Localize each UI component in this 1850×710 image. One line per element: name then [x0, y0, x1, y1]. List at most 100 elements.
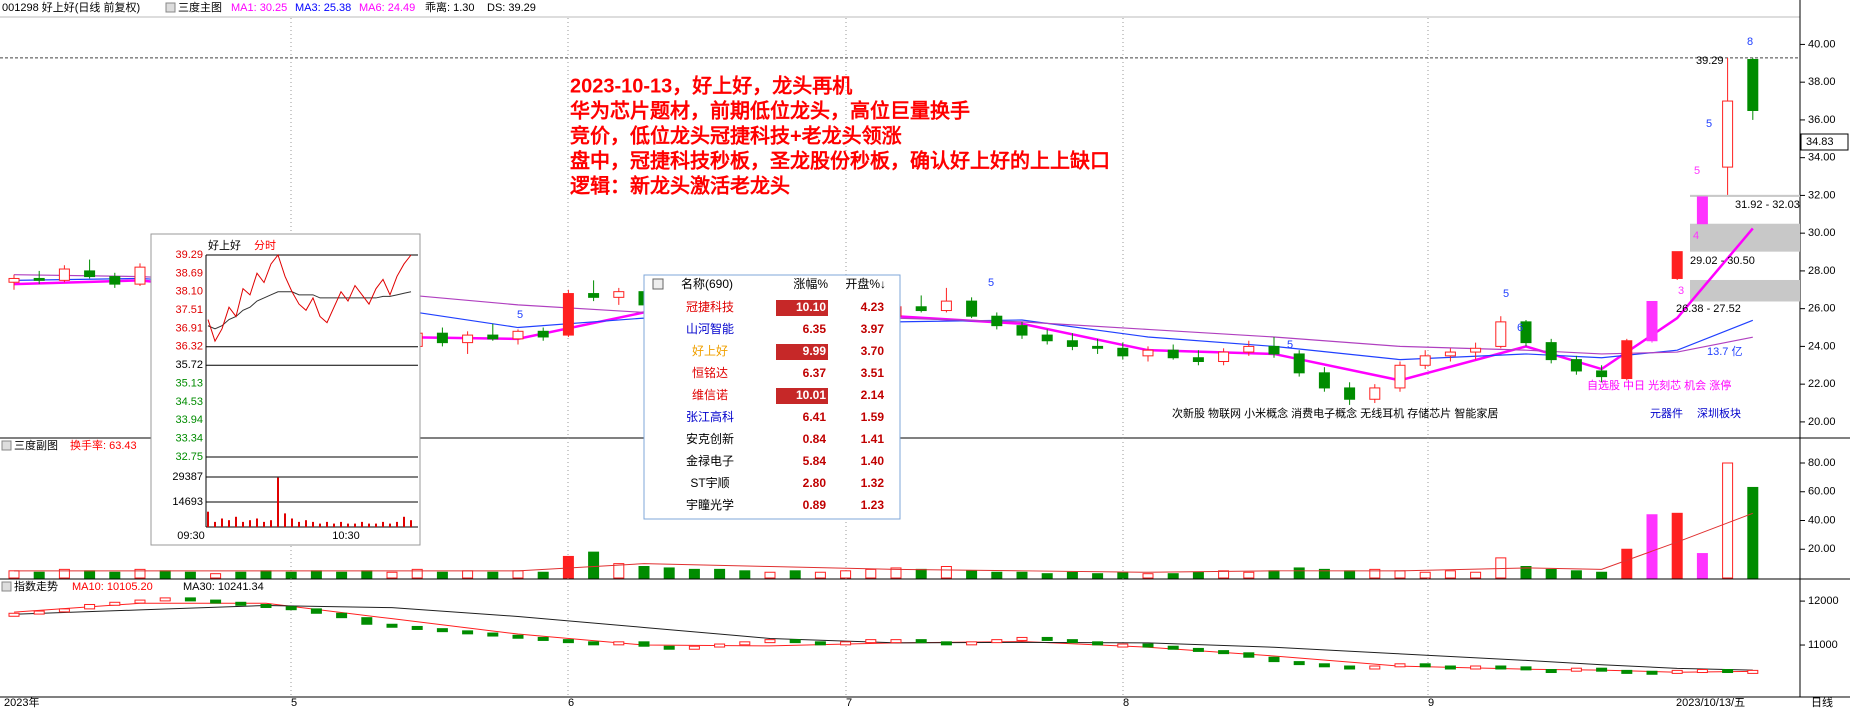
index-candle — [1520, 666, 1532, 671]
index-candle — [1066, 639, 1078, 644]
index-candle — [33, 610, 45, 615]
volume-bar — [1596, 571, 1608, 579]
candle-body — [462, 334, 474, 344]
menu-icon[interactable] — [165, 2, 176, 13]
y-tick-label: 26.00 — [1808, 303, 1836, 315]
candle-body — [1747, 59, 1759, 111]
candle-body — [436, 332, 448, 344]
index-candle — [210, 599, 222, 604]
index-candle — [1167, 645, 1179, 650]
inset-tick-label: 35.13 — [175, 377, 203, 389]
volume-bar — [184, 571, 196, 579]
sector-tag: 元器件 — [1650, 407, 1683, 420]
change-value: 10.10 — [796, 300, 826, 314]
change-value: 6.37 — [803, 366, 827, 380]
volume-bar — [1722, 462, 1734, 579]
candle-body — [1117, 347, 1129, 357]
change-value: 9.99 — [803, 344, 827, 358]
candle-body — [1722, 100, 1734, 168]
index-candle — [1218, 650, 1230, 655]
pattern-marker: 4 — [1693, 230, 1699, 242]
annotation-line: 2023-10-13，好上好，龙头再机 — [570, 73, 852, 97]
index-candle — [1344, 665, 1356, 670]
pattern-marker: 5 — [1287, 339, 1293, 351]
index-candle — [1696, 669, 1708, 674]
x-label: 2023年 — [4, 695, 39, 709]
index-candle — [436, 628, 448, 633]
inset-tick-label: 37.51 — [175, 304, 203, 316]
open-value: 3.70 — [861, 344, 885, 358]
annotation-line: 逻辑：新龙头激活老龙头 — [570, 173, 790, 197]
volume-bar — [840, 570, 852, 579]
inset-tick-label: 33.94 — [175, 414, 203, 426]
overlay-layer: 好上好 分时39.2938.6938.1037.5136.9136.3235.72… — [150, 233, 901, 546]
candle-body — [1570, 359, 1582, 372]
index-candle — [512, 634, 524, 639]
volume-bar — [1016, 571, 1028, 579]
open-value: 3.97 — [861, 322, 885, 336]
inset-tick-label: 32.75 — [175, 451, 203, 463]
candle-body — [1621, 340, 1633, 379]
inset-tick-label: 36.32 — [175, 341, 203, 353]
volume-bar — [940, 566, 952, 579]
volume-bar — [1243, 571, 1255, 579]
last-price-box — [1800, 133, 1849, 151]
index-candle — [865, 639, 877, 644]
index-candle — [260, 603, 272, 608]
index-candle — [966, 641, 978, 646]
stock-name: 张江高科 — [686, 409, 734, 424]
menu-icon[interactable] — [1, 440, 12, 451]
volume-bar — [1066, 571, 1078, 579]
index-candle — [1596, 667, 1608, 672]
index-candle — [814, 641, 826, 646]
inset-tick-label: 39.29 — [175, 249, 203, 261]
indicator: 乖离: 1.30 — [425, 0, 475, 14]
volume-bar — [58, 568, 70, 579]
volume-bar — [1444, 570, 1456, 579]
inset-price — [207, 253, 412, 343]
candle-body — [1444, 351, 1456, 357]
index-candle — [1318, 663, 1330, 668]
open-value: 3.51 — [861, 366, 885, 380]
volume-bar — [260, 570, 272, 579]
table-header: 涨幅% — [793, 276, 828, 291]
index-candle — [310, 608, 322, 614]
y-tick-label: 30.00 — [1808, 227, 1836, 239]
inset-vol-label: 29387 — [172, 471, 203, 483]
inset-time: 09:30 — [177, 530, 205, 542]
x-label: 2023/10/13/五 — [1676, 697, 1745, 709]
change-value: 6.41 — [803, 410, 827, 424]
index-candle — [336, 612, 348, 619]
volume-bar — [436, 571, 448, 579]
volume-bar — [764, 571, 776, 579]
candle-body — [512, 330, 524, 340]
y-tick-label: 20.00 — [1808, 416, 1836, 428]
index-candle — [1142, 643, 1154, 648]
volume-bar — [1117, 571, 1129, 579]
watch-tags: 自选股 中日 光刻芯 机会 涨停 — [1587, 378, 1731, 392]
volume-bar — [8, 570, 20, 579]
x-label: 7 — [846, 697, 852, 709]
volume-bar — [386, 571, 398, 579]
inset-tick-label: 38.69 — [175, 267, 203, 279]
index-candle — [1192, 647, 1204, 652]
inset-tick-label: 34.53 — [175, 396, 203, 408]
pattern-marker: 5 — [988, 277, 994, 289]
volume-bar — [1268, 570, 1280, 579]
index-candle — [890, 639, 902, 644]
volume-bar — [1621, 548, 1633, 579]
volume-bar — [1570, 570, 1582, 579]
menu-icon[interactable] — [1, 581, 12, 592]
volume-bar — [84, 570, 96, 579]
index-candle — [940, 641, 952, 646]
indicator: MA6: 24.49 — [359, 2, 415, 14]
candle-body — [1142, 349, 1154, 357]
high-label: 39.29 — [1696, 55, 1724, 67]
index-candle — [1041, 636, 1053, 641]
volume-bar — [134, 568, 146, 579]
index-candle — [109, 601, 121, 606]
annotation-line: 竞价，低位龙头冠捷科技+老龙头领涨 — [570, 123, 902, 147]
candle-body — [1344, 387, 1356, 400]
index-candle — [84, 603, 96, 610]
volume-bar — [1470, 571, 1482, 579]
